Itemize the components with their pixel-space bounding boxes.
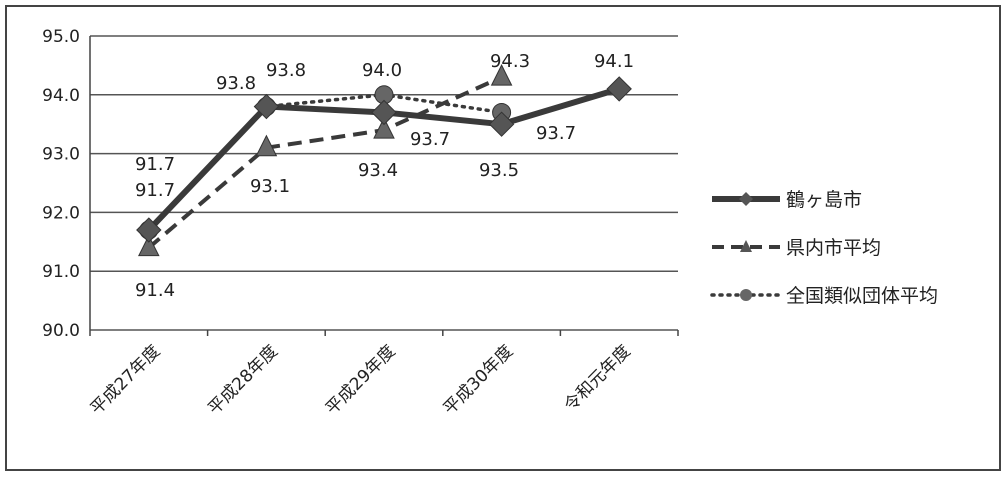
data-point [137, 234, 160, 257]
data-label: 93.7 [536, 123, 576, 144]
legend-marker [739, 192, 753, 206]
data-point [373, 116, 395, 139]
legend-marker [740, 289, 752, 301]
y-tick-label: 95.0 [42, 27, 80, 47]
data-label: 93.4 [358, 160, 398, 181]
series-2 [137, 64, 513, 257]
series-line [147, 93, 504, 232]
x-tick-label: 令和元年度 [560, 341, 634, 415]
legend-marker [740, 240, 752, 252]
data-label: 91.7 [135, 154, 175, 175]
legend-item: 鶴ヶ島市 [712, 189, 862, 211]
data-label: 94.0 [362, 60, 402, 81]
data-label: 93.7 [410, 129, 450, 150]
legend-label: 全国類似団体平均 [786, 285, 938, 307]
x-tick-label: 平成28年度 [204, 341, 282, 419]
y-tick-label: 94.0 [42, 86, 80, 106]
series-layer [136, 64, 632, 257]
y-tick-label: 90.0 [42, 321, 80, 341]
data-label: 93.8 [266, 60, 306, 81]
data-label: 94.3 [490, 51, 530, 72]
data-labels: 91.7 91.7 91.4 93.8 93.8 93.1 94.0 93.7 93.4 94.3… [135, 51, 634, 301]
data-point [488, 111, 515, 137]
series-line [147, 75, 503, 250]
legend-item: 県内市平均 [712, 237, 881, 259]
data-point [606, 76, 632, 102]
y-tick-label: 91.0 [42, 262, 80, 282]
data-point [255, 134, 278, 157]
legend-item: 全国類似団体平均 [710, 285, 938, 307]
y-axis: 90.0 91.0 92.0 93.0 94.0 95.0 [42, 27, 91, 341]
legend-label: 鶴ヶ島市 [786, 189, 862, 211]
series-1 [136, 76, 632, 243]
data-point [136, 217, 162, 243]
x-tick-label: 平成29年度 [322, 341, 400, 419]
y-tick-label: 92.0 [42, 203, 80, 223]
y-tick-label: 93.0 [42, 145, 80, 165]
data-point [490, 64, 513, 86]
data-label: 93.5 [479, 160, 519, 181]
x-tick-label: 平成30年度 [440, 341, 518, 419]
data-label: 91.7 [135, 180, 175, 201]
legend-label: 県内市平均 [786, 237, 881, 259]
data-point [371, 99, 397, 126]
data-label: 93.1 [250, 176, 290, 197]
x-axis: 平成27年度 平成28年度 平成29年度 平成30年度 令和元年度 [87, 330, 679, 419]
data-point [253, 93, 280, 120]
data-label: 91.4 [135, 280, 175, 301]
data-label: 94.1 [594, 51, 634, 72]
data-label: 93.8 [216, 73, 256, 94]
x-tick-label: 平成27年度 [87, 341, 165, 419]
